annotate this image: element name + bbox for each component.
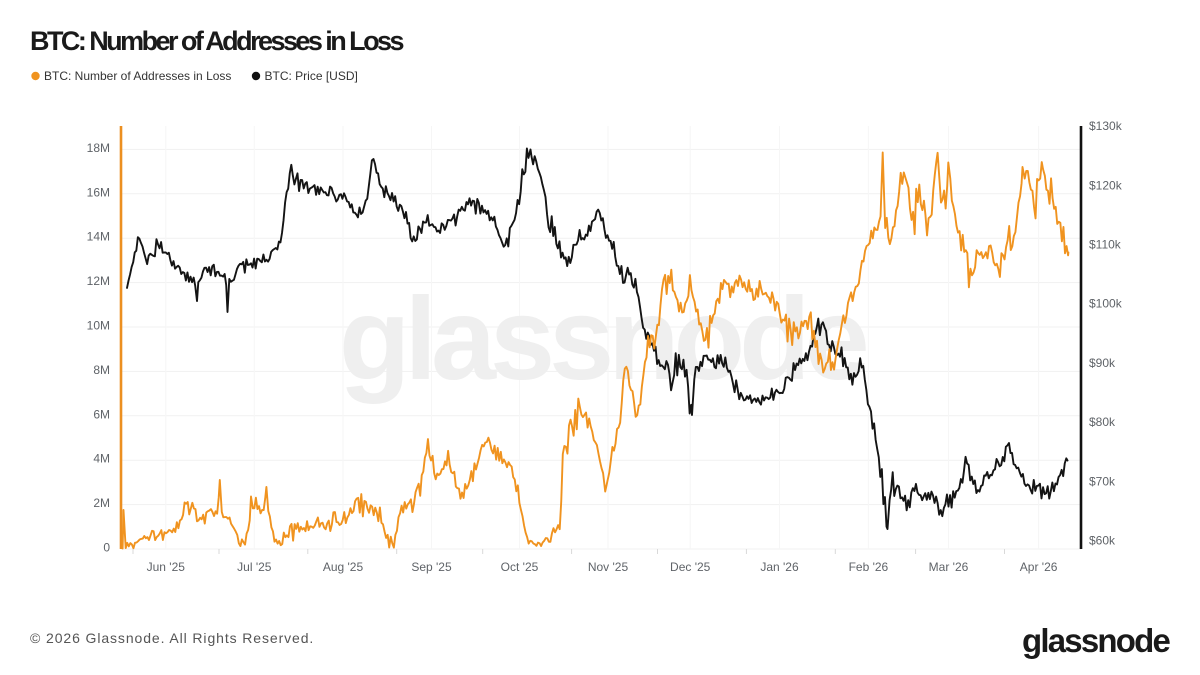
svg-text:$90k: $90k (1089, 356, 1116, 370)
svg-text:$70k: $70k (1089, 474, 1116, 488)
svg-text:Apr '26: Apr '26 (1020, 560, 1058, 574)
svg-text:Nov '25: Nov '25 (588, 560, 629, 574)
svg-text:Feb '26: Feb '26 (849, 560, 889, 574)
svg-text:0: 0 (103, 541, 110, 555)
svg-text:10M: 10M (87, 319, 110, 333)
svg-text:14M: 14M (87, 230, 110, 244)
svg-text:Jan '26: Jan '26 (760, 560, 799, 574)
svg-text:$110k: $110k (1089, 238, 1122, 252)
svg-text:$60k: $60k (1089, 534, 1116, 548)
svg-text:Jun '25: Jun '25 (147, 560, 186, 574)
svg-text:glassnode: glassnode (1022, 622, 1170, 659)
svg-text:8M: 8M (93, 363, 110, 377)
svg-text:BTC: Price [USD]: BTC: Price [USD] (265, 69, 358, 83)
svg-text:16M: 16M (87, 185, 110, 199)
svg-text:BTC: Number of Addresses in Lo: BTC: Number of Addresses in Loss (44, 69, 231, 83)
svg-text:2M: 2M (93, 496, 110, 510)
svg-text:4M: 4M (93, 452, 110, 466)
svg-text:glassnode: glassnode (339, 273, 867, 404)
svg-text:18M: 18M (87, 141, 110, 155)
svg-text:Oct '25: Oct '25 (501, 560, 539, 574)
svg-text:6M: 6M (93, 407, 110, 421)
svg-text:$80k: $80k (1089, 415, 1116, 429)
svg-text:$100k: $100k (1089, 297, 1123, 311)
svg-text:Mar '26: Mar '26 (929, 560, 969, 574)
svg-text:$130k: $130k (1089, 119, 1123, 133)
svg-text:Sep '25: Sep '25 (411, 560, 452, 574)
svg-text:Dec '25: Dec '25 (670, 560, 711, 574)
svg-text:Aug '25: Aug '25 (323, 560, 364, 574)
svg-text:12M: 12M (87, 274, 110, 288)
svg-text:BTC: Number of Addresses in Lo: BTC: Number of Addresses in Loss (30, 26, 404, 56)
svg-text:$120k: $120k (1089, 178, 1123, 192)
svg-text:© 2026 Glassnode. All Rights R: © 2026 Glassnode. All Rights Reserved. (30, 630, 314, 646)
svg-text:Jul '25: Jul '25 (237, 560, 272, 574)
